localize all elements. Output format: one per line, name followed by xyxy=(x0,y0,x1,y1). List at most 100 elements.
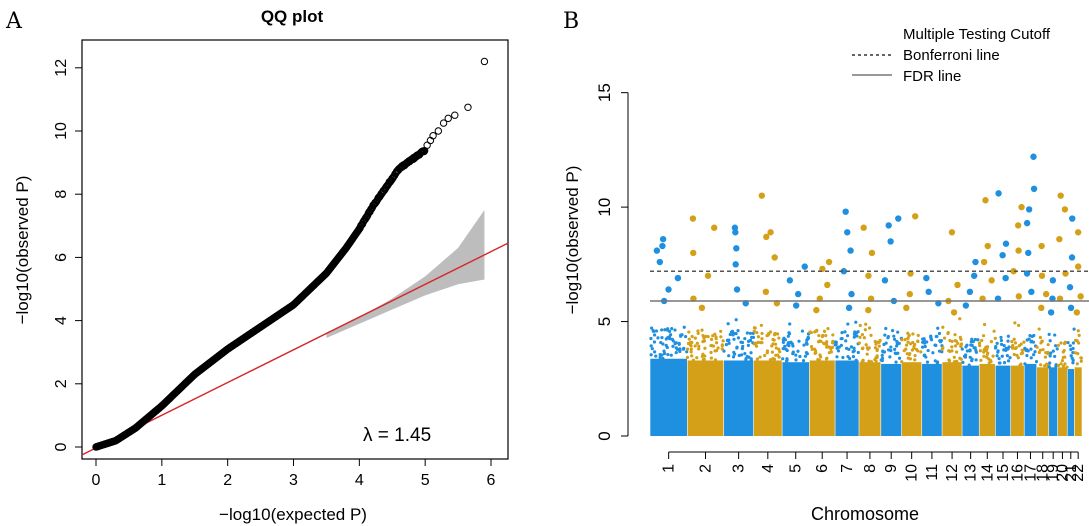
snp-point xyxy=(1022,340,1026,344)
legend-title: Multiple Testing Cutoff xyxy=(903,26,1051,43)
qq-plot-frame xyxy=(81,39,509,460)
snp-point xyxy=(754,344,759,348)
snp-point xyxy=(905,343,909,347)
qq-y-tick-label: 2 xyxy=(53,379,70,388)
qq-x-tick-label: 5 xyxy=(421,472,430,489)
snp-point xyxy=(817,333,821,338)
snp-point xyxy=(749,357,753,361)
snp-point xyxy=(1012,337,1016,341)
snp-point xyxy=(701,334,705,338)
chromosome-block xyxy=(1057,367,1067,436)
snp-point xyxy=(1025,338,1029,342)
snp-point xyxy=(978,344,982,348)
snp-point xyxy=(852,346,856,350)
snp-point xyxy=(760,331,764,336)
manhattan-y-tick-label: 10 xyxy=(595,198,614,217)
snp-point xyxy=(962,354,967,358)
snp-point xyxy=(881,349,885,353)
snp-point xyxy=(777,336,781,340)
snp-peak-point xyxy=(903,304,910,312)
snp-point xyxy=(931,351,935,355)
snp-point xyxy=(929,338,934,342)
manhattan-y-tick-label: 15 xyxy=(595,83,614,102)
snp-point xyxy=(1017,323,1021,327)
snp-point xyxy=(912,344,916,348)
snp-peak-point xyxy=(995,190,1002,197)
snp-point xyxy=(913,358,917,362)
snp-point xyxy=(1016,356,1020,360)
snp-point xyxy=(760,341,764,345)
snp-point xyxy=(897,356,902,360)
snp-point xyxy=(787,332,792,336)
snp-point xyxy=(892,337,897,341)
snp-peak-point xyxy=(786,277,794,284)
chromosome-block xyxy=(1037,367,1049,436)
snp-point xyxy=(689,340,693,344)
qq-confidence-band xyxy=(326,210,485,338)
snp-point xyxy=(801,358,806,363)
snp-point xyxy=(1008,356,1012,360)
snp-point xyxy=(920,345,925,349)
snp-point xyxy=(1006,359,1011,363)
snp-point xyxy=(748,331,752,335)
snp-point xyxy=(914,347,919,351)
snp-point xyxy=(993,336,997,340)
snp-peak-point xyxy=(758,192,766,199)
chromosome-label: 10 xyxy=(904,464,921,482)
snp-peak-point xyxy=(970,272,978,279)
snp-point xyxy=(997,361,1001,365)
snp-point xyxy=(765,349,770,353)
snp-point xyxy=(654,329,659,333)
snp-point xyxy=(660,328,664,332)
snp-peak-point xyxy=(845,304,853,312)
snp-peak-point xyxy=(895,215,902,222)
snp-point xyxy=(700,328,704,332)
snp-point xyxy=(813,351,817,355)
snp-point xyxy=(806,336,810,341)
snp-point xyxy=(709,344,713,348)
snp-point xyxy=(1053,344,1058,348)
chromosome-label: 15 xyxy=(995,464,1012,482)
snp-point xyxy=(653,350,657,354)
snp-point xyxy=(841,355,845,360)
legend-fdr-label: FDR line xyxy=(903,68,961,85)
snp-point xyxy=(709,356,713,360)
snp-point xyxy=(973,337,977,342)
snp-point xyxy=(864,343,868,347)
snp-point xyxy=(884,341,888,345)
snp-point xyxy=(774,346,778,350)
snp-point xyxy=(687,330,691,334)
snp-point xyxy=(812,347,817,351)
snp-point xyxy=(1013,321,1017,325)
snp-point xyxy=(691,358,696,362)
snp-peak-point xyxy=(792,302,800,309)
snp-point xyxy=(732,352,737,356)
snp-point xyxy=(869,333,873,337)
chromosome-block xyxy=(782,362,810,436)
snp-point xyxy=(766,333,770,337)
snp-peak-point xyxy=(988,277,995,284)
snp-point xyxy=(884,326,888,331)
snp-point xyxy=(950,339,954,343)
qq-x-tick-label: 6 xyxy=(487,472,496,489)
snp-point xyxy=(982,354,986,358)
snp-point xyxy=(1037,327,1041,331)
snp-point xyxy=(689,350,693,354)
snp-point xyxy=(1035,345,1039,349)
snp-peak-point xyxy=(972,258,979,266)
snp-point xyxy=(916,333,920,338)
snp-point xyxy=(844,339,848,343)
snp-point xyxy=(788,341,792,345)
snp-peak-point xyxy=(1042,290,1050,298)
manhattan-x-axis-label: Chromosome xyxy=(811,504,919,524)
snp-point xyxy=(758,355,762,359)
snp-point xyxy=(696,329,700,333)
snp-point xyxy=(746,343,750,347)
snp-point xyxy=(858,323,862,328)
snp-point xyxy=(650,326,654,330)
snp-point xyxy=(906,336,910,340)
snp-point xyxy=(706,335,710,339)
qq-point xyxy=(439,119,448,127)
qq-y-tick-label: 4 xyxy=(53,316,70,325)
